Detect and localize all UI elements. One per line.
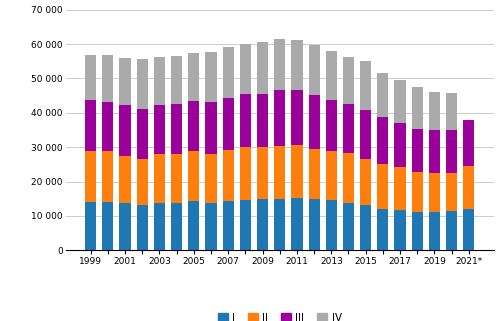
Bar <box>429 173 440 212</box>
Bar <box>291 198 302 250</box>
Bar <box>102 102 113 151</box>
Bar <box>257 42 268 94</box>
Bar <box>377 209 389 250</box>
Bar <box>154 105 165 154</box>
Bar <box>85 151 96 202</box>
Bar <box>188 201 200 250</box>
Bar <box>377 164 389 209</box>
Bar <box>412 172 423 212</box>
Bar <box>240 44 251 94</box>
Bar <box>102 202 113 250</box>
Bar <box>188 151 200 201</box>
Bar <box>205 52 217 102</box>
Bar <box>308 199 320 250</box>
Bar <box>360 205 371 250</box>
Bar <box>429 130 440 173</box>
Bar <box>240 200 251 250</box>
Bar <box>343 203 354 250</box>
Bar <box>257 94 268 147</box>
Bar <box>274 199 285 250</box>
Bar <box>137 159 148 205</box>
Bar <box>205 154 217 203</box>
Bar <box>85 55 96 100</box>
Bar <box>171 103 182 154</box>
Bar <box>377 73 389 117</box>
Bar <box>205 203 217 250</box>
Bar <box>463 167 474 209</box>
Bar <box>274 91 285 146</box>
Bar <box>188 101 200 151</box>
Bar <box>446 211 457 250</box>
Bar <box>223 201 234 250</box>
Bar <box>446 173 457 211</box>
Bar <box>412 87 423 129</box>
Bar <box>257 147 268 199</box>
Bar <box>171 56 182 104</box>
Bar <box>240 94 251 147</box>
Bar <box>395 123 406 168</box>
Bar <box>119 203 131 250</box>
Bar <box>429 212 440 250</box>
Bar <box>343 153 354 203</box>
Bar <box>412 212 423 250</box>
Bar <box>119 105 131 156</box>
Bar <box>291 91 302 145</box>
Bar <box>240 147 251 200</box>
Bar <box>154 203 165 250</box>
Bar <box>326 51 337 100</box>
Bar <box>171 203 182 250</box>
Bar <box>429 92 440 130</box>
Bar <box>223 48 234 98</box>
Bar <box>326 200 337 250</box>
Bar <box>326 151 337 200</box>
Bar <box>395 210 406 250</box>
Bar <box>137 205 148 250</box>
Bar <box>308 45 320 95</box>
Bar <box>326 100 337 151</box>
Bar <box>171 154 182 203</box>
Bar <box>85 202 96 250</box>
Bar <box>274 39 285 91</box>
Bar <box>223 98 234 150</box>
Bar <box>463 120 474 167</box>
Bar <box>119 156 131 203</box>
Bar <box>223 150 234 201</box>
Bar <box>291 39 302 91</box>
Bar <box>446 130 457 173</box>
Bar <box>308 149 320 199</box>
Bar <box>188 53 200 101</box>
Bar <box>102 55 113 102</box>
Bar <box>137 59 148 109</box>
Bar <box>377 117 389 164</box>
Bar <box>360 110 371 159</box>
Bar <box>343 104 354 153</box>
Bar <box>257 199 268 250</box>
Bar <box>205 102 217 154</box>
Bar <box>308 95 320 149</box>
Bar <box>446 93 457 130</box>
Bar <box>102 151 113 202</box>
Bar <box>395 81 406 123</box>
Bar <box>85 100 96 151</box>
Legend: I, II, III, IV: I, II, III, IV <box>214 308 346 321</box>
Bar <box>119 58 131 105</box>
Bar <box>360 61 371 110</box>
Bar <box>154 154 165 203</box>
Bar <box>343 57 354 104</box>
Bar <box>274 146 285 199</box>
Bar <box>395 168 406 210</box>
Bar <box>360 159 371 205</box>
Bar <box>291 145 302 198</box>
Bar <box>137 109 148 159</box>
Bar <box>412 129 423 172</box>
Bar <box>463 209 474 250</box>
Bar <box>154 57 165 105</box>
